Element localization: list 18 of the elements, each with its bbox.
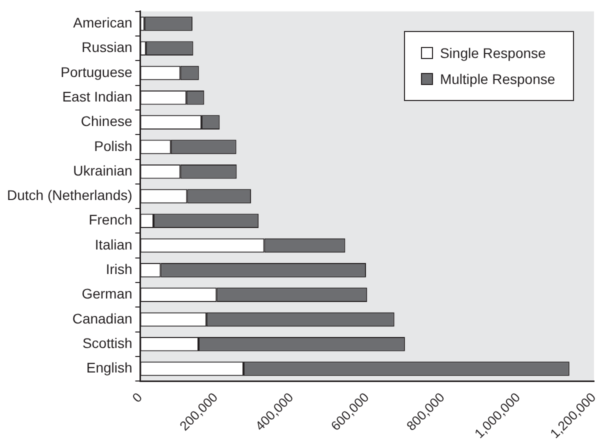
y-tick-label: East Indian bbox=[62, 88, 132, 105]
y-tick-label: French bbox=[88, 212, 132, 228]
y-tick-label: Russian bbox=[82, 39, 132, 56]
y-tick-label: Chinese bbox=[80, 113, 132, 130]
x-tick-label: 0 bbox=[129, 390, 145, 406]
y-tick-label: Dutch (Netherlands) bbox=[6, 187, 132, 204]
y-tick-label: Irish bbox=[106, 261, 132, 278]
y-tick-label: German bbox=[82, 286, 132, 302]
y-tick-label: Ukrainian bbox=[73, 162, 132, 178]
y-tick-label: Scottish bbox=[82, 334, 132, 351]
legend-label: Multiple Response bbox=[440, 71, 556, 88]
y-tick-label: Canadian bbox=[72, 310, 132, 326]
legend-label: Single Response bbox=[440, 45, 546, 62]
y-tick-label: American bbox=[73, 14, 132, 31]
y-tick-label: Portuguese bbox=[60, 64, 132, 80]
y-tick-label: Italian bbox=[94, 236, 132, 252]
y-tick-label: Polish bbox=[94, 138, 132, 154]
y-tick-label: English bbox=[86, 360, 132, 376]
